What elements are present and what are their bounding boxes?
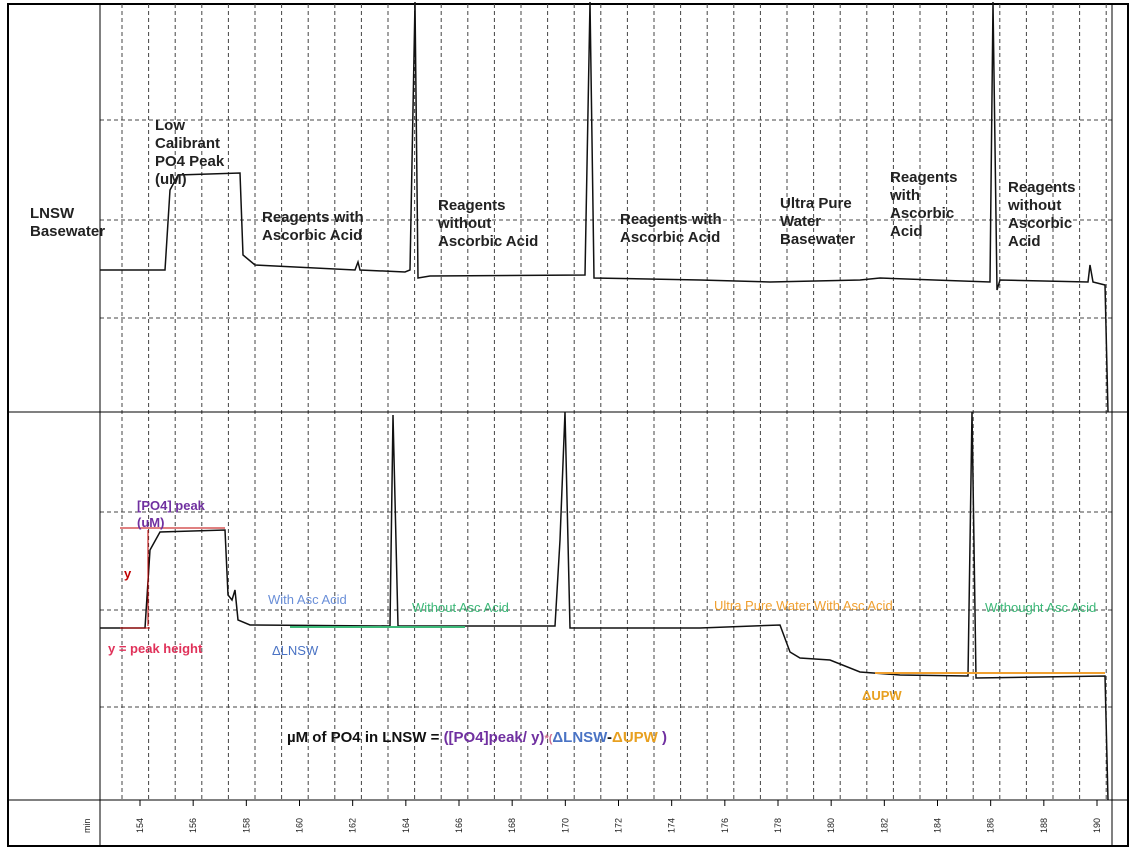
upw-with-asc-acid: Ultra Pure Water With Asc Acid [714,598,893,613]
top-label-line: with [889,187,920,204]
top-label: Reagents with Ascorbic Acid [620,211,722,246]
top-label-line: Calibrant [155,135,220,152]
x-tick-label: 166 [454,818,464,833]
x-tick-label: 172 [614,818,624,833]
x-tick-label: 178 [773,818,783,833]
x-tick-label: 174 [667,818,677,833]
withought-asc-acid: Withought Asc Acid [985,600,1096,615]
top-label: Reagents with Ascorbic Acid [889,169,958,240]
top-label-line: Reagents [438,197,506,214]
x-tick-label: 162 [348,818,358,833]
delta-lnsw: ΔLNSW [272,643,319,658]
x-tick-label: 156 [188,818,198,833]
top-label-line: Reagents [890,169,958,186]
top-label-line: (uM) [155,171,187,188]
x-ticks: 154 156 158 160 162 164 166 168 170 172 174 176 178 1… [135,800,1102,833]
top-label-line: LNSW [30,205,75,222]
bottom-trace [100,411,1109,801]
x-tick-label: 184 [933,818,943,833]
peak-label-line: [PO4] peak [137,498,206,513]
formula-part: *( [544,733,552,745]
top-label-line: Reagents with [262,209,364,226]
top-label-line: Ascorbic Acid [438,233,538,250]
top-label: Reagents without Ascorbic Acid [437,197,538,250]
top-label-line: Ascorbic [890,205,954,222]
top-label-line: Basewater [30,223,105,240]
top-label-line: Ascorbic [1008,215,1072,232]
peak-label-line: (uM) [137,515,164,530]
top-label-line: Reagents with [620,211,722,228]
x-tick-label: 170 [560,818,570,833]
top-label-line: Ultra Pure [780,195,852,212]
without-asc-acid: Without Asc Acid [412,600,509,615]
top-label: Ultra Pure Water Basewater [780,195,855,248]
top-label-line: Low [155,117,185,134]
x-tick-label: 176 [720,818,730,833]
formula-part: ΔLNSW [552,729,608,746]
frame [7,3,1129,847]
formula-part: µM of PO4 in LNSW = [287,729,444,746]
top-label-line: Water [780,213,821,230]
grid [100,4,1112,800]
formula-part: - [607,729,612,746]
top-label-line: without [437,215,491,232]
with-asc-acid: With Asc Acid [268,592,347,607]
formula-part: ΔUPW [612,729,659,746]
x-tick-label: 188 [1039,818,1049,833]
x-tick-label: 190 [1092,818,1102,833]
top-trace [100,1,1109,413]
top-label: LNSW Basewater [30,205,105,240]
top-label-line: Acid [890,223,923,240]
top-label-line: Acid [1008,233,1041,250]
x-tick-label: 186 [986,818,996,833]
x-tick-label: 164 [401,818,411,833]
formula: µM of PO4 in LNSW = ([PO4]peak/ y)*(ΔLNS… [287,729,667,746]
x-tick-label: 168 [507,818,517,833]
x-tick-label: 154 [135,818,145,833]
top-label-line: Reagents [1008,179,1076,196]
top-label: Reagents with Ascorbic Acid [262,209,364,244]
top-label-line: PO4 Peak [155,153,225,170]
top-label: Low Calibrant PO4 Peak (uM) [155,117,225,188]
top-label-line: Ascorbic Acid [620,229,720,246]
top-label-line: Basewater [780,231,855,248]
x-tick-label: 160 [295,818,305,833]
top-label-line: without [1007,197,1061,214]
y-label: y [124,566,132,581]
formula-part: ) [658,729,667,746]
peak-label: [PO4] peak (uM) [137,498,206,530]
x-tick-label: 182 [879,818,889,833]
x-unit: min [82,818,92,833]
top-label-line: Ascorbic Acid [262,227,362,244]
y-definition: y = peak height [108,641,203,656]
top-label: Reagents without Ascorbic Acid [1007,179,1076,250]
formula-part: ([PO4]peak/ y) [444,729,545,746]
x-tick-label: 158 [241,818,251,833]
delta-upw: ΔUPW [862,688,902,703]
x-tick-label: 180 [826,818,836,833]
